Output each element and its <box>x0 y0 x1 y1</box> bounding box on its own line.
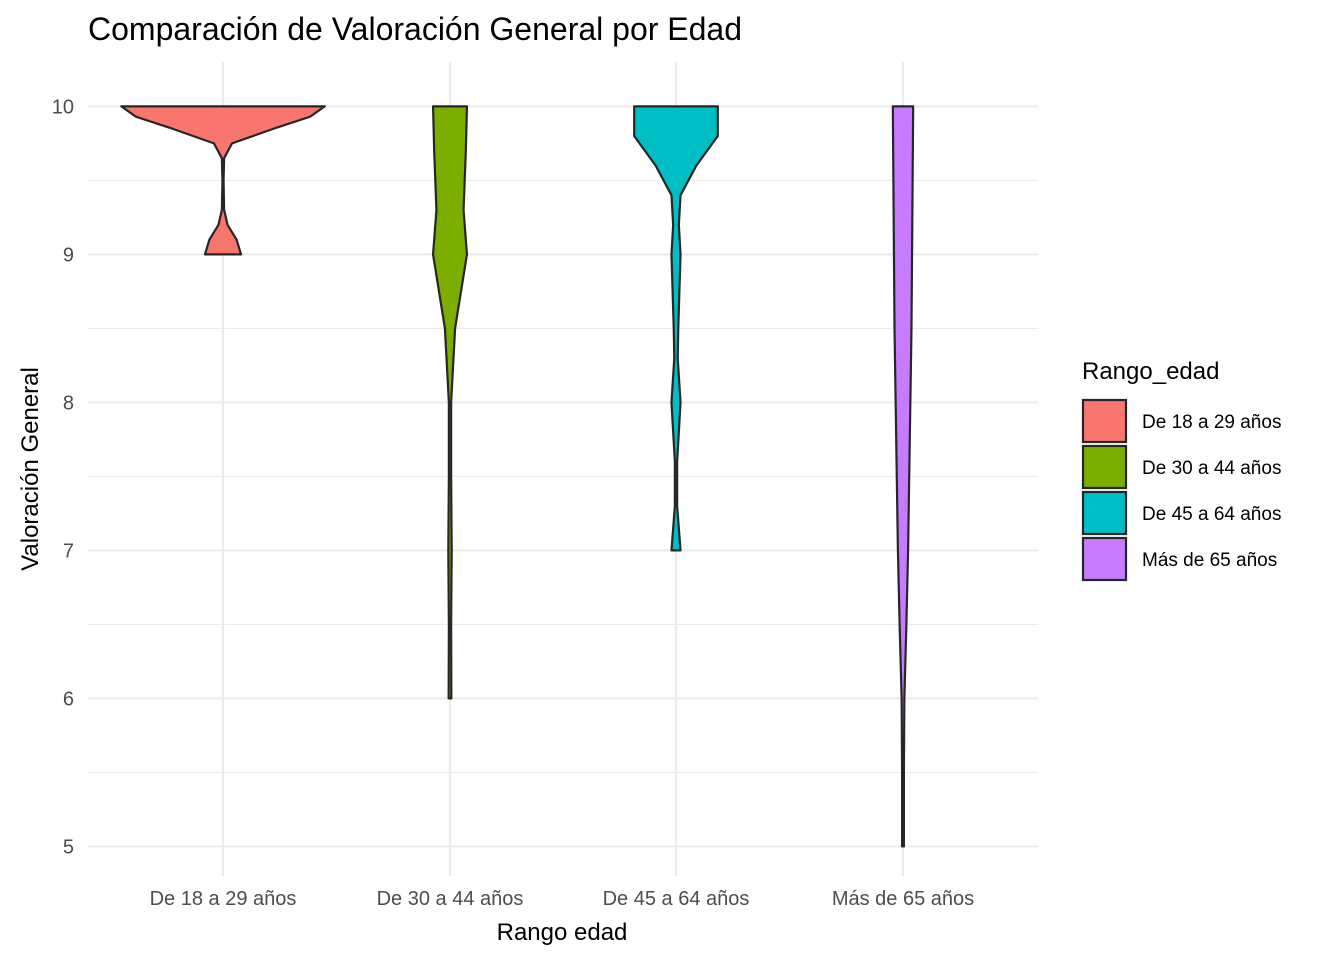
x-axis-title: Rango edad <box>497 919 628 946</box>
x-tick-label: De 18 a 29 años <box>150 888 297 910</box>
legend-label: De 30 a 44 años <box>1142 458 1281 479</box>
violin-2 <box>431 105 469 700</box>
y-tick-label: 7 <box>63 540 74 562</box>
legend-swatch <box>1081 444 1128 490</box>
y-axis-ticks: 5 6 7 8 9 10 <box>52 96 74 858</box>
legend-label: Más de 65 años <box>1142 550 1277 571</box>
legend-swatch <box>1081 490 1128 536</box>
y-tick-label: 5 <box>63 836 74 858</box>
y-tick-label: 9 <box>63 244 74 266</box>
legend-swatch <box>1081 536 1128 582</box>
legend: Rango_edad De 18 a 29 años De 30 a 44 año… <box>1081 358 1281 582</box>
violins <box>120 105 915 848</box>
x-tick-label: Más de 65 años <box>832 888 974 910</box>
violin-1 <box>120 105 326 256</box>
legend-swatch <box>1081 398 1128 444</box>
legend-title: Rango_edad <box>1082 358 1219 385</box>
x-tick-label: De 30 a 44 años <box>377 888 524 910</box>
legend-label: De 18 a 29 años <box>1142 412 1281 433</box>
chart-title: Comparación de Valoración General por Ed… <box>88 11 742 47</box>
violin-4 <box>891 105 915 848</box>
y-tick-label: 10 <box>52 96 74 118</box>
legend-label: De 45 a 64 años <box>1142 504 1281 525</box>
violin-3 <box>633 105 719 552</box>
y-tick-label: 6 <box>63 688 74 710</box>
y-tick-label: 8 <box>63 392 74 414</box>
x-tick-label: De 45 a 64 años <box>603 888 750 910</box>
y-axis-title: Valoración General <box>17 367 44 571</box>
x-axis-ticks: De 18 a 29 años De 30 a 44 años De 45 a 64… <box>150 888 975 910</box>
